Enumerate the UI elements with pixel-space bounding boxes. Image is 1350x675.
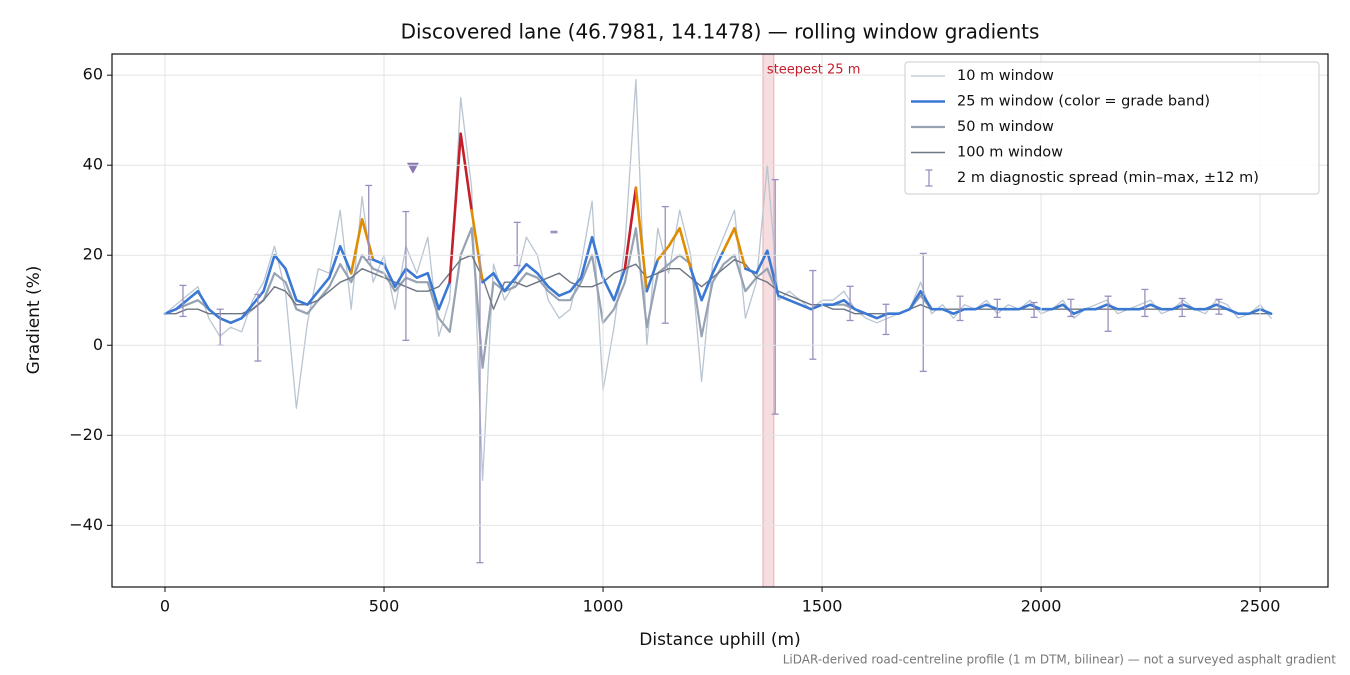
error-bar — [254, 293, 262, 362]
error-bar — [513, 221, 521, 267]
y-axis-label: Gradient (%) — [24, 266, 44, 375]
plot-area — [163, 54, 1273, 587]
chart-title: Discovered lane (46.7981, 14.1478) — rol… — [401, 20, 1040, 44]
series-line — [689, 249, 725, 302]
error-bar — [661, 205, 669, 324]
x-tick-label: 2000 — [1021, 597, 1062, 616]
y-tick-label: −40 — [69, 515, 103, 534]
error-bar — [846, 285, 854, 322]
footnote: LiDAR-derived road-centreline profile (1… — [783, 653, 1337, 667]
series-line — [481, 235, 627, 302]
error-bar — [919, 252, 927, 373]
error-bar — [1030, 301, 1038, 318]
x-tick-label: 500 — [369, 597, 400, 616]
legend-label: 2 m diagnostic spread (min–max, ±12 m) — [957, 170, 1259, 186]
x-tick-label: 1000 — [583, 597, 624, 616]
error-bar — [771, 178, 779, 415]
series-line — [448, 132, 473, 284]
y-tick-label: 20 — [83, 245, 103, 264]
error-bar — [550, 230, 558, 234]
x-tick-label: 1500 — [802, 597, 843, 616]
error-bar — [365, 184, 373, 261]
x-tick-label: 0 — [160, 597, 170, 616]
error-bar — [402, 210, 410, 341]
legend-box — [904, 61, 1320, 195]
series-line — [656, 226, 692, 270]
y-tick-label: 60 — [83, 65, 103, 84]
legend-label: 25 m window (color = grade band) — [957, 94, 1210, 110]
y-tick-label: 40 — [83, 155, 103, 174]
highlight-label: steepest 25 m — [767, 63, 860, 78]
legend-label: 10 m window — [957, 68, 1054, 84]
error-bar — [1067, 298, 1075, 318]
error-bar — [179, 284, 187, 318]
axes-frame — [111, 53, 1329, 588]
error-bar — [993, 298, 1001, 318]
series-line — [371, 258, 451, 311]
legend-label: 50 m window — [957, 119, 1054, 135]
error-bar — [809, 269, 817, 360]
x-axis-label: Distance uphill (m) — [639, 630, 800, 650]
y-tick-label: −20 — [69, 425, 103, 444]
error-bar — [1104, 295, 1112, 332]
series-line — [645, 258, 660, 293]
highlight-span — [762, 54, 775, 587]
series-line — [634, 186, 649, 293]
legend-label: 100 m window — [957, 145, 1063, 161]
y-tick-label: 0 — [93, 335, 103, 354]
legend: 10 m window 25 m window (color = grade ba… — [904, 61, 1320, 195]
series-line — [470, 208, 484, 284]
error-bar — [956, 295, 964, 322]
error-bar — [882, 303, 890, 336]
error-bar — [1178, 297, 1186, 318]
error-bar — [1215, 298, 1223, 315]
error-bar — [1141, 288, 1149, 318]
series-line — [744, 249, 1273, 320]
x-tick-label: 2500 — [1240, 597, 1281, 616]
